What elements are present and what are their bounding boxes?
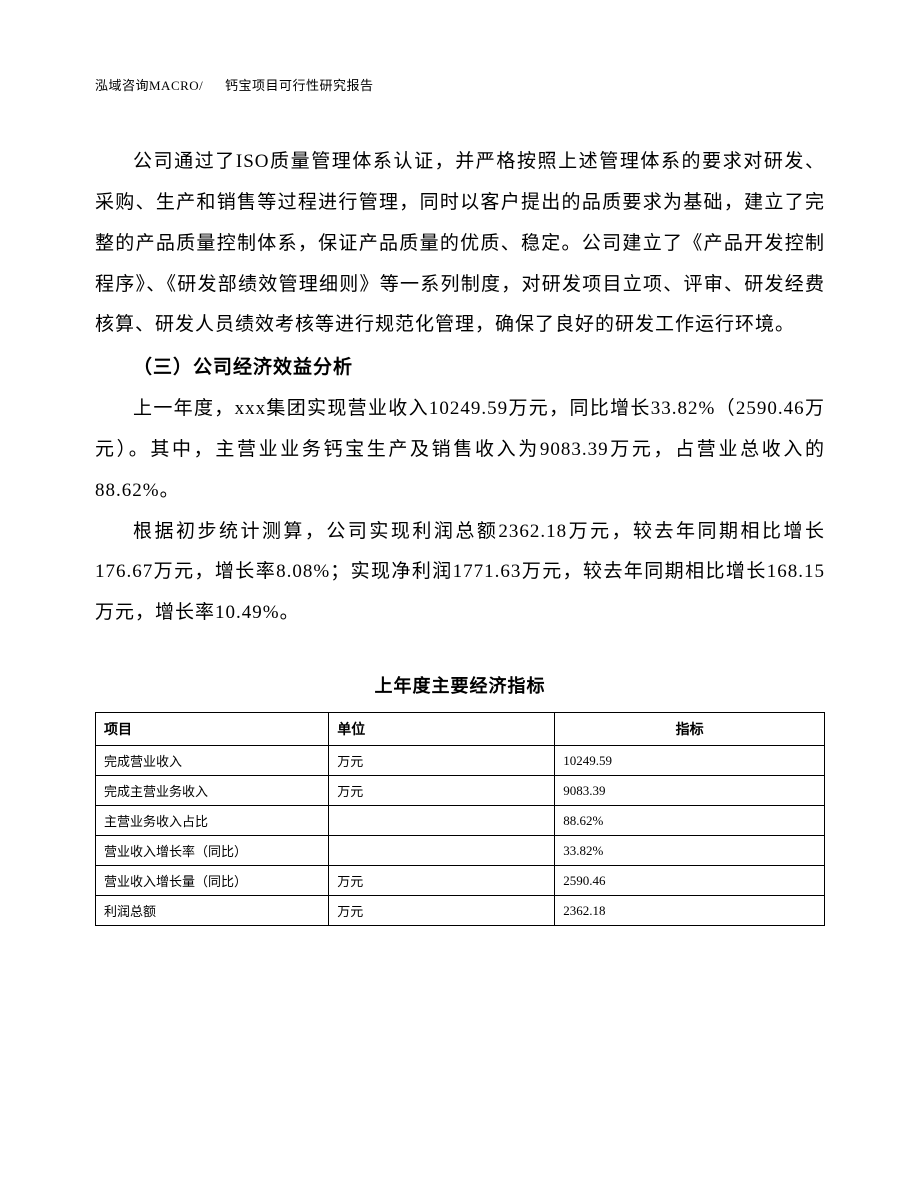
cell-unit: 万元: [329, 866, 555, 896]
cell-item: 主营业务收入占比: [96, 806, 329, 836]
col-header-indicator: 指标: [555, 713, 825, 746]
cell-item: 营业收入增长量（同比）: [96, 866, 329, 896]
table-row: 利润总额 万元 2362.18: [96, 896, 825, 926]
col-header-unit: 单位: [329, 713, 555, 746]
section-heading: （三）公司经济效益分析: [95, 348, 825, 389]
col-header-item: 项目: [96, 713, 329, 746]
cell-indicator: 88.62%: [555, 806, 825, 836]
table-row: 营业收入增长率（同比） 33.82%: [96, 836, 825, 866]
cell-item: 营业收入增长率（同比）: [96, 836, 329, 866]
cell-item: 完成营业收入: [96, 746, 329, 776]
cell-indicator: 33.82%: [555, 836, 825, 866]
cell-indicator: 2362.18: [555, 896, 825, 926]
cell-item: 完成主营业务收入: [96, 776, 329, 806]
cell-unit: 万元: [329, 776, 555, 806]
economic-indicators-table: 项目 单位 指标 完成营业收入 万元 10249.59 完成主营业务收入 万元 …: [95, 712, 825, 926]
table-header-row: 项目 单位 指标: [96, 713, 825, 746]
header-company: 泓域咨询MACRO/: [95, 78, 203, 93]
cell-unit: 万元: [329, 746, 555, 776]
cell-unit: [329, 836, 555, 866]
cell-indicator: 10249.59: [555, 746, 825, 776]
table-title: 上年度主要经济指标: [95, 672, 825, 698]
table-row: 完成主营业务收入 万元 9083.39: [96, 776, 825, 806]
paragraph-3: 根据初步统计测算，公司实现利润总额2362.18万元，较去年同期相比增长176.…: [95, 512, 825, 635]
table-row: 完成营业收入 万元 10249.59: [96, 746, 825, 776]
table-row: 主营业务收入占比 88.62%: [96, 806, 825, 836]
cell-indicator: 9083.39: [555, 776, 825, 806]
paragraph-1: 公司通过了ISO质量管理体系认证，并严格按照上述管理体系的要求对研发、采购、生产…: [95, 142, 825, 346]
cell-item: 利润总额: [96, 896, 329, 926]
cell-unit: 万元: [329, 896, 555, 926]
page-header: 泓域咨询MACRO/ 钙宝项目可行性研究报告: [95, 75, 825, 94]
header-doc-title: 钙宝项目可行性研究报告: [225, 78, 374, 93]
table-row: 营业收入增长量（同比） 万元 2590.46: [96, 866, 825, 896]
cell-indicator: 2590.46: [555, 866, 825, 896]
paragraph-2: 上一年度，xxx集团实现营业收入10249.59万元，同比增长33.82%（25…: [95, 389, 825, 512]
cell-unit: [329, 806, 555, 836]
